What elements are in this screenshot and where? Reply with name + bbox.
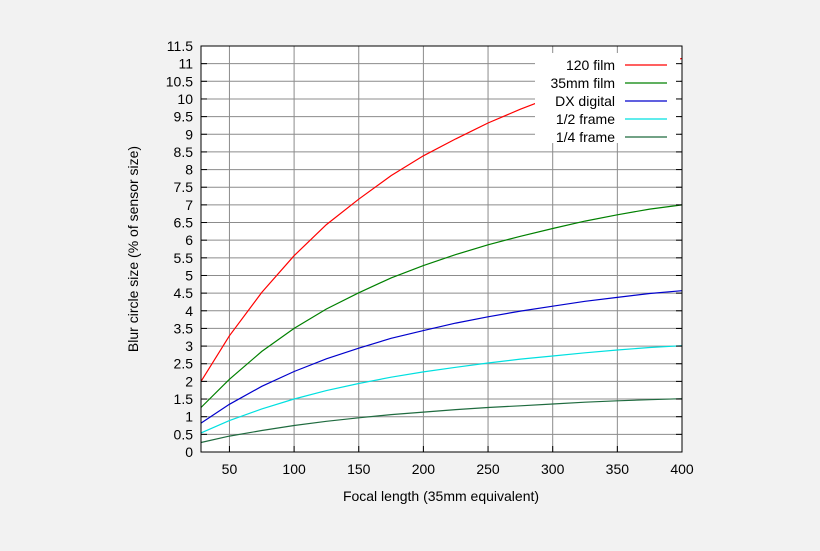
- x-axis-ticks: 50 100 150 200 250 300 350 400: [222, 446, 694, 477]
- legend-label: 35mm film: [550, 75, 615, 91]
- legend-box: [535, 53, 680, 143]
- y-tick-label: 2: [185, 373, 193, 389]
- plot-frame: [200, 45, 683, 453]
- series-line-1-4-frame: [200, 398, 683, 444]
- y-tick-label: 11: [178, 56, 193, 72]
- y-axis-label: Blur circle size (% of sensor size): [125, 146, 141, 352]
- y-tick-label: 1: [185, 409, 193, 425]
- y-tick-label: 10: [177, 91, 193, 107]
- y-tick-label: 11.5: [167, 38, 193, 54]
- x-tick-label: 250: [476, 461, 500, 477]
- x-tick-label: 300: [541, 461, 565, 477]
- y-tick-label: 8.5: [174, 144, 194, 160]
- legend-label: 1/2 frame: [556, 111, 615, 127]
- x-tick-label: 200: [412, 461, 436, 477]
- series-layer: [200, 57, 683, 444]
- y-tick-label: 9: [185, 126, 193, 142]
- x-tick-label: 150: [347, 461, 371, 477]
- legend: 120 film 35mm film DX digital 1/2 frame 1/4 …: [550, 57, 667, 145]
- x-axis-label: Focal length (35mm equivalent): [343, 488, 539, 504]
- y-tick-label: 7.5: [174, 179, 194, 195]
- y-tick-label: 1.5: [174, 391, 194, 407]
- y-tick-label: 10.5: [166, 73, 193, 89]
- y-tick-label: 0.5: [174, 426, 194, 442]
- x-tick-label: 350: [606, 461, 630, 477]
- legend-label: DX digital: [555, 93, 615, 109]
- y-tick-label: 3.5: [174, 320, 194, 336]
- y-tick-label: 6.5: [174, 215, 194, 231]
- series-line-dx-digital: [200, 290, 683, 424]
- y-tick-label: 9.5: [174, 109, 194, 125]
- y-tick-label: 8: [185, 162, 193, 178]
- x-tick-label: 400: [670, 461, 694, 477]
- y-tick-label: 5.5: [174, 250, 194, 266]
- y-tick-label: 6: [185, 232, 193, 248]
- series-line-35mm-film: [200, 204, 683, 408]
- y-tick-label: 7: [185, 197, 193, 213]
- y-tick-label: 2.5: [174, 356, 194, 372]
- y-tick-label: 5: [185, 267, 193, 283]
- y-axis-ticks: 00.511.522.533.544.555.566.577.588.599.5…: [166, 38, 682, 460]
- y-tick-label: 4.5: [174, 285, 194, 301]
- series-line-1-2-frame: [200, 345, 683, 434]
- x-tick-label: 100: [282, 461, 306, 477]
- x-tick-label: 50: [222, 461, 238, 477]
- y-tick-label: 0: [185, 444, 193, 460]
- legend-label: 120 film: [566, 57, 615, 73]
- y-tick-label: 4: [185, 303, 193, 319]
- y-tick-label: 3: [185, 338, 193, 354]
- legend-label: 1/4 frame: [556, 129, 615, 145]
